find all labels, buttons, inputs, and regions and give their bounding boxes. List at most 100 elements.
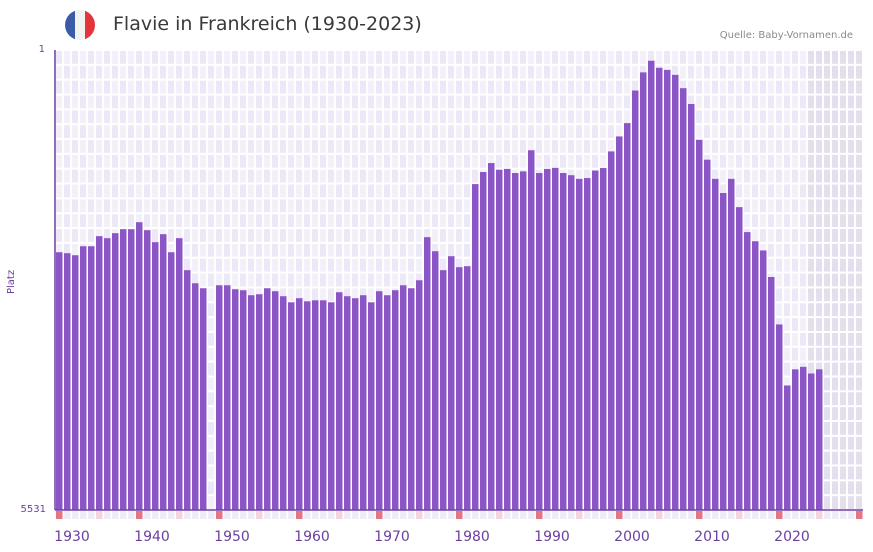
bar-1967[interactable] <box>352 298 359 510</box>
bar-1932[interactable] <box>72 255 79 510</box>
bar-1984[interactable] <box>488 163 495 510</box>
bar-1954[interactable] <box>248 295 255 510</box>
bar-1930[interactable] <box>56 252 63 511</box>
bar-1996[interactable] <box>584 178 591 511</box>
bar-2022[interactable] <box>792 369 799 510</box>
bar-1995[interactable] <box>576 178 583 510</box>
bar-2020[interactable] <box>776 324 783 510</box>
bar-2013[interactable] <box>720 192 727 510</box>
bar-1945[interactable] <box>176 238 183 511</box>
bar-1975[interactable] <box>416 280 423 510</box>
bar-1988[interactable] <box>520 171 527 510</box>
bar-2009[interactable] <box>688 103 695 510</box>
bar-1993[interactable] <box>560 173 567 510</box>
bar-1968[interactable] <box>360 295 367 510</box>
bar-1963[interactable] <box>320 300 327 510</box>
bar-1999[interactable] <box>608 151 615 510</box>
bar-2010[interactable] <box>696 139 703 510</box>
bar-1937[interactable] <box>112 233 119 511</box>
bar-1992[interactable] <box>552 167 559 510</box>
bar-1953[interactable] <box>240 290 247 510</box>
bar-1956[interactable] <box>264 288 271 510</box>
bar-1965[interactable] <box>336 292 343 510</box>
bar-1991[interactable] <box>544 168 551 511</box>
bar-1934[interactable] <box>88 246 95 510</box>
bar-2000[interactable] <box>616 136 623 510</box>
bar-1939[interactable] <box>128 229 135 510</box>
bar-1990[interactable] <box>536 173 543 510</box>
bar-1931[interactable] <box>64 253 71 510</box>
bar-2023[interactable] <box>800 366 807 510</box>
bar-2021[interactable] <box>784 385 791 510</box>
bar-2018[interactable] <box>760 250 767 511</box>
bar-1935[interactable] <box>96 236 103 510</box>
bar-1983[interactable] <box>480 172 487 510</box>
bar-1980[interactable] <box>456 267 463 510</box>
bar-1978[interactable] <box>440 270 447 510</box>
bar-2016[interactable] <box>744 232 751 510</box>
bar-2007[interactable] <box>672 74 679 510</box>
bar-1952[interactable] <box>232 289 239 510</box>
bar-2015[interactable] <box>736 207 743 510</box>
bar-1938[interactable] <box>120 229 127 510</box>
bar-1962[interactable] <box>312 300 319 510</box>
bar-1982[interactable] <box>472 184 479 511</box>
bar-1950[interactable] <box>216 285 223 510</box>
bar-2003[interactable] <box>640 72 647 510</box>
bar-1964[interactable] <box>328 302 335 510</box>
bar-2002[interactable] <box>632 90 639 510</box>
bar-2006[interactable] <box>664 69 671 511</box>
bar-1948[interactable] <box>200 288 207 510</box>
bar-2014[interactable] <box>728 178 735 510</box>
bar-1969[interactable] <box>368 302 375 510</box>
bar-1966[interactable] <box>344 296 351 510</box>
bar-undefined[interactable] <box>808 373 815 510</box>
bar-1989[interactable] <box>528 150 535 510</box>
bar-1942[interactable] <box>152 242 159 510</box>
bar-1951[interactable] <box>224 285 231 510</box>
bar-1940[interactable] <box>136 222 143 511</box>
bar-2005[interactable] <box>656 67 663 510</box>
bar-1974[interactable] <box>408 288 415 510</box>
bar-undefined[interactable] <box>816 369 823 510</box>
bar-1985[interactable] <box>496 169 503 510</box>
bar-2008[interactable] <box>680 88 687 510</box>
bar-2011[interactable] <box>704 159 711 510</box>
bar-1943[interactable] <box>160 234 167 510</box>
grid-cell <box>528 65 534 79</box>
bar-1997[interactable] <box>592 170 599 510</box>
bar-1933[interactable] <box>80 246 87 510</box>
bar-1947[interactable] <box>192 283 199 510</box>
bar-1976[interactable] <box>424 237 431 510</box>
bar-1986[interactable] <box>504 168 511 511</box>
bar-1961[interactable] <box>304 301 311 510</box>
grid-cell <box>784 258 790 272</box>
bar-1936[interactable] <box>104 238 111 511</box>
bar-1987[interactable] <box>512 173 519 510</box>
bar-1971[interactable] <box>384 295 391 510</box>
bar-1998[interactable] <box>600 168 607 510</box>
bar-2017[interactable] <box>752 241 759 511</box>
bar-1994[interactable] <box>568 175 575 510</box>
bar-1977[interactable] <box>432 251 439 510</box>
bar-1970[interactable] <box>376 291 383 510</box>
bar-1941[interactable] <box>144 230 151 511</box>
bar-1960[interactable] <box>296 298 303 510</box>
bar-1946[interactable] <box>184 270 191 510</box>
bar-1979[interactable] <box>448 256 455 510</box>
source-link[interactable]: Quelle: Baby-Vornamen.de <box>719 30 853 41</box>
bar-2019[interactable] <box>768 277 775 510</box>
bar-1944[interactable] <box>168 252 175 511</box>
bar-1958[interactable] <box>280 296 287 510</box>
bar-2004[interactable] <box>648 60 655 510</box>
bar-2001[interactable] <box>624 123 631 510</box>
grid-cell <box>792 347 798 361</box>
grid-cell <box>384 95 390 109</box>
bar-1955[interactable] <box>256 294 263 510</box>
bar-2012[interactable] <box>712 178 719 510</box>
bar-1973[interactable] <box>400 285 407 510</box>
bar-1972[interactable] <box>392 290 399 510</box>
bar-1957[interactable] <box>272 291 279 510</box>
bar-1959[interactable] <box>288 302 295 510</box>
bar-1981[interactable] <box>464 266 471 510</box>
